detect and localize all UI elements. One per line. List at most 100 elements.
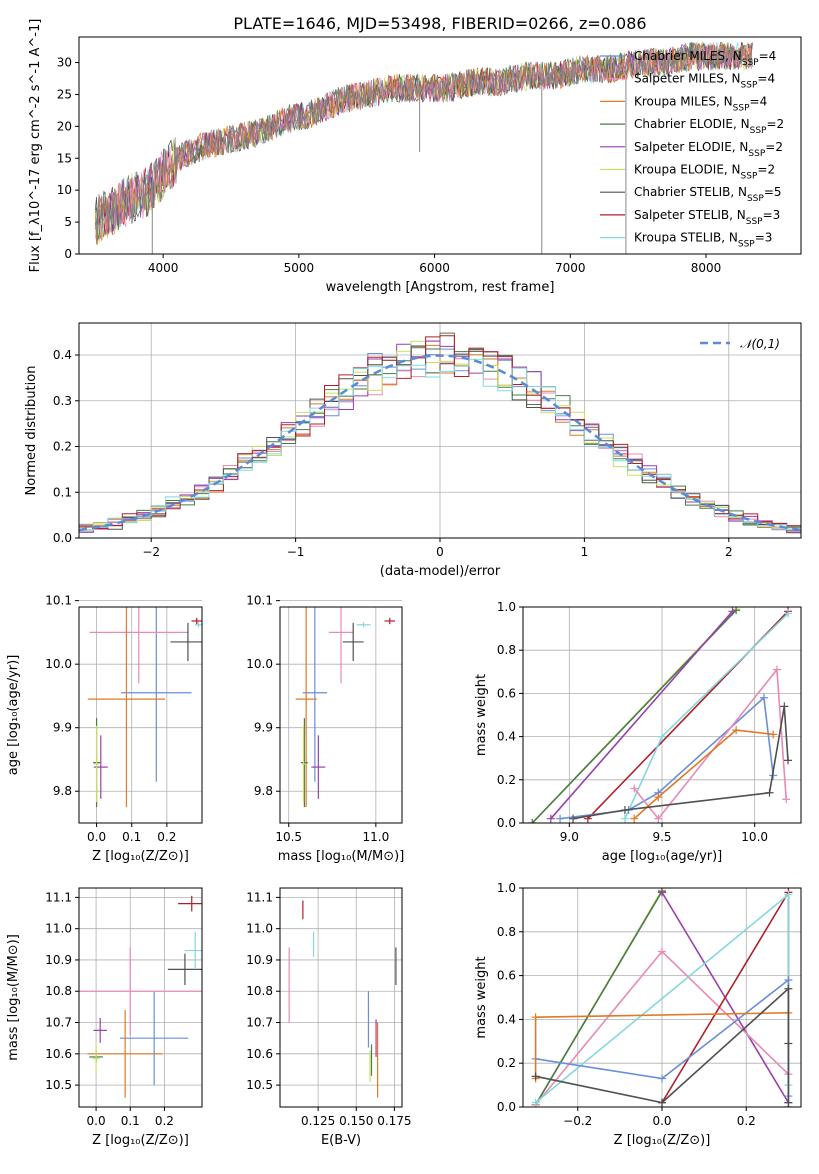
plot-area <box>295 607 396 808</box>
legend-label-c_elodie: Chabrier ELODIE, NSSP=2 <box>634 117 784 136</box>
weight-marker-k_miles <box>732 726 741 735</box>
legend-entry-s_elodie: Salpeter ELODIE, NSSP=2 <box>600 140 783 159</box>
weight-marker-k_miles <box>531 1013 540 1022</box>
y-tick-label: 11.1 <box>45 890 72 904</box>
legend-text: Chabrier STELIB, N <box>634 185 747 199</box>
y-tick-label: 10.0 <box>45 657 72 671</box>
plot-area <box>79 895 202 1098</box>
legend-suffix: =4 <box>757 72 775 86</box>
errorbar-point-s_stelib <box>384 617 396 625</box>
legend-entry-k_miles: Kroupa MILES, NSSP=4 <box>600 94 767 113</box>
panel-spectrum: 4000 5000 6000 7000 8000 0 5 10 15 20 25 30 waveleng… <box>28 19 802 295</box>
y-axis-label: Flux [f_λ10^-17 erg cm^-2 s^-1 A^-1] <box>28 19 43 273</box>
legend-label-k_stelib: Kroupa STELIB, NSSP=3 <box>634 231 772 250</box>
legend-label-k_elodie: Kroupa ELODIE, NSSP=2 <box>634 163 775 182</box>
legend-text: Chabrier ELODIE, N <box>634 117 750 131</box>
x-axis-label: Z [log₁₀(Z/Z⊙)] <box>92 1133 189 1148</box>
y-tick-label: 10.6 <box>246 1047 273 1061</box>
y-tick-label: 10.1 <box>246 594 273 608</box>
y-axis-label: mass weight <box>474 674 489 756</box>
errorbar-point-k_elodie <box>92 1042 100 1075</box>
errorbar-point-c_stelib <box>342 622 364 661</box>
legend-suffix: =4 <box>750 94 768 108</box>
x-tick-label: 5000 <box>284 261 315 275</box>
y-tick-label: 20 <box>57 119 72 133</box>
legend-suffix: =2 <box>765 140 783 154</box>
errorbar-point-s_stelib <box>191 617 202 625</box>
weight-line-k_miles <box>633 729 774 820</box>
figure-title: PLATE=1646, MJD=53498, FIBERID=0266, z=0… <box>233 14 646 33</box>
axes-frame <box>78 606 203 824</box>
weight-marker-c_miles <box>556 814 565 823</box>
x-tick-label: −2 <box>142 545 160 559</box>
axes-frame <box>78 887 203 1108</box>
weight-marker-s_miles <box>630 784 639 793</box>
y-tick-label: 0.0 <box>497 1100 516 1114</box>
legend-label-c_miles: Chabrier MILES, NSSP=4 <box>634 49 776 68</box>
weight-marker-s_elodie <box>658 888 666 897</box>
x-tick-label: 6000 <box>419 261 450 275</box>
y-tick-label: 0.8 <box>497 925 516 939</box>
x-tick-label: 0.2 <box>737 1114 756 1128</box>
y-tick-label: 9.8 <box>254 784 273 798</box>
y-tick-label: 0.2 <box>497 773 516 787</box>
weight-marker-s_elodie <box>728 607 737 616</box>
errorbar-point-c_miles <box>120 991 189 1086</box>
y-tick-label: 10.7 <box>45 1016 72 1030</box>
errorbar-point-c_elodie <box>300 718 308 808</box>
weight-marker-s_miles <box>772 665 781 674</box>
x-axis-label: Z [log₁₀(Z/Z⊙)] <box>614 1133 711 1148</box>
weight-marker-c_miles <box>658 1074 666 1083</box>
x-tick-label: 10.0 <box>741 830 768 844</box>
y-tick-label: 0.4 <box>497 730 516 744</box>
legend-suffix: =2 <box>766 117 784 131</box>
y-tick-label: 11.0 <box>246 922 273 936</box>
legend-text: Kroupa MILES, N <box>634 94 733 108</box>
y-tick-label: 10.9 <box>246 953 273 967</box>
errorbar-point-s_elodie <box>93 735 108 799</box>
y-tick-label: 0 <box>64 247 72 261</box>
legend-text: Kroupa STELIB, N <box>634 231 738 245</box>
weight-marker-k_stelib <box>531 1098 540 1107</box>
x-tick-label: −1 <box>287 545 305 559</box>
x-tick-label: 4000 <box>148 261 179 275</box>
legend-suffix: =3 <box>763 208 781 222</box>
panel-age_vs_mass: 10.5 11.0 9.8 9.9 10.0 10.1 mass [log₁₀(M/M⊙)] <box>246 594 404 864</box>
weight-marker-k_stelib <box>658 732 666 741</box>
x-axis-label: (data-model)/error <box>380 564 501 579</box>
y-tick-label: 0.0 <box>53 531 72 545</box>
legend-suffix: =4 <box>759 49 777 63</box>
errorbar-point-s_elodie <box>93 1017 108 1043</box>
errorbar-point-k_miles <box>87 1010 163 1098</box>
y-tick-label: 1.0 <box>497 881 516 895</box>
legend-subscript: SSP <box>748 149 765 159</box>
x-tick-label: 9.5 <box>652 830 671 844</box>
legend-label-s_elodie: Salpeter ELODIE, NSSP=2 <box>634 140 783 159</box>
weight-marker-c_stelib <box>531 1072 540 1081</box>
weight-line-c_miles <box>559 696 774 820</box>
panel-residual_hist: −2 −1 0 1 2 0.0 0.1 0.2 0.3 0.4 (data-model)/error… <box>24 322 802 579</box>
y-tick-label: 10.5 <box>246 1078 273 1092</box>
y-tick-label: 10.8 <box>246 984 273 998</box>
y-tick-label: 9.9 <box>254 721 273 735</box>
y-tick-label: 10 <box>57 183 72 197</box>
errorbar-point-k_stelib <box>356 622 371 628</box>
y-tick-label: 0.1 <box>53 485 72 499</box>
legend-subscript: SSP <box>742 58 759 68</box>
y-tick-label: 0.4 <box>53 348 72 362</box>
y-tick-label: 0.3 <box>53 394 72 408</box>
legend-subscript: SSP <box>741 172 758 182</box>
legend-suffix: =5 <box>764 185 782 199</box>
weight-marker-c_stelib <box>569 814 578 823</box>
legend-subscript: SSP <box>738 240 755 250</box>
legend-subscript: SSP <box>741 81 758 91</box>
spectrum-line-s_miles <box>94 42 753 242</box>
legend-suffix: =3 <box>755 231 773 245</box>
legend-label-c_stelib: Chabrier STELIB, NSSP=5 <box>634 185 782 204</box>
y-tick-label: 10.7 <box>246 1016 273 1030</box>
legend-entry-c_stelib: Chabrier STELIB, NSSP=5 <box>600 185 782 204</box>
y-tick-label: 30 <box>57 56 72 70</box>
weight-line-s_miles <box>633 667 787 820</box>
y-tick-label: 25 <box>57 87 72 101</box>
plot-area <box>87 607 202 808</box>
